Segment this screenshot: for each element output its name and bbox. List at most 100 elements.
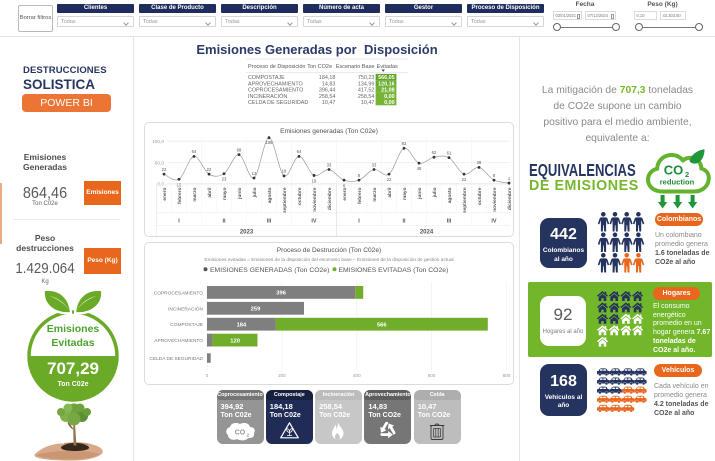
svg-text:108: 108	[266, 140, 274, 145]
svg-text:396,44: 396,44	[319, 88, 336, 94]
svg-text:83: 83	[402, 141, 407, 146]
svg-text:II: II	[402, 219, 406, 225]
svg-text:CELDA DE SEGURIDAD: CELDA DE SEGURIDAD	[149, 356, 203, 362]
svg-text:258,54: 258,54	[358, 94, 375, 100]
svg-text:febrero: febrero	[357, 187, 363, 204]
svg-text:417,52: 417,52	[358, 88, 375, 94]
svg-text:396: 396	[276, 291, 286, 297]
svg-text:10,47: 10,47	[322, 100, 336, 106]
svg-text:33: 33	[327, 162, 332, 167]
svg-text:22: 22	[207, 167, 212, 172]
svg-text:mayo: mayo	[223, 187, 228, 200]
svg-text:COPROCESAMIENTO: COPROCESAMIENTO	[154, 290, 203, 296]
svg-text:707,29: 707,29	[47, 359, 99, 378]
svg-text:julio: julio	[432, 187, 438, 198]
svg-text:octubre: octubre	[297, 187, 303, 205]
svg-text:566: 566	[377, 322, 387, 328]
svg-text:INCINERACIÓN: INCINERACIÓN	[248, 93, 287, 100]
svg-text:64: 64	[192, 149, 197, 154]
svg-text:III: III	[447, 219, 452, 225]
svg-text:22: 22	[387, 177, 392, 182]
svg-text:II: II	[222, 219, 226, 225]
svg-text:noviembre: noviembre	[312, 187, 318, 212]
svg-text:8: 8	[358, 173, 361, 178]
svg-text:259: 259	[251, 307, 261, 313]
svg-text:I: I	[358, 219, 360, 225]
svg-text:120: 120	[230, 338, 240, 344]
svg-text:enero: enero	[342, 187, 348, 200]
svg-text:61: 61	[447, 150, 452, 155]
svg-text:22: 22	[462, 177, 467, 182]
svg-text:APROVECHAMIENTO: APROVECHAMIENTO	[248, 81, 303, 87]
svg-text:Evitadas: Evitadas	[51, 337, 94, 349]
svg-text:mayo: mayo	[403, 187, 408, 200]
svg-text:COMPOSTAJE: COMPOSTAJE	[170, 322, 203, 328]
svg-text:1: 1	[508, 176, 511, 181]
svg-text:marzo: marzo	[372, 187, 378, 201]
svg-text:2: 2	[246, 433, 249, 438]
svg-text:0: 0	[206, 373, 209, 378]
svg-text:febrero: febrero	[177, 187, 183, 204]
svg-text:septiembre: septiembre	[282, 187, 288, 213]
svg-text:junio: junio	[237, 187, 243, 200]
svg-text:CO: CO	[664, 163, 684, 178]
svg-text:septiembre: septiembre	[462, 187, 468, 213]
svg-text:50,0: 50,0	[155, 160, 165, 166]
svg-text:18: 18	[282, 169, 287, 174]
svg-text:marzo: marzo	[192, 187, 198, 201]
svg-text:0,00: 0,00	[384, 94, 395, 100]
svg-text:8: 8	[493, 173, 496, 178]
svg-text:III: III	[267, 219, 272, 225]
svg-text:48: 48	[417, 166, 422, 171]
svg-text:IV: IV	[491, 219, 497, 225]
svg-text:octubre: octubre	[477, 187, 483, 205]
svg-text:abril: abril	[207, 188, 213, 198]
svg-text:38: 38	[477, 160, 482, 165]
svg-text:enero: enero	[162, 187, 168, 200]
svg-text:reduction: reduction	[660, 178, 695, 187]
svg-text:566,05: 566,05	[378, 75, 395, 81]
svg-text:Evitadas: Evitadas	[377, 64, 398, 70]
svg-text:COPROCESAMIENTO: COPROCESAMIENTO	[248, 88, 303, 94]
svg-text:Emisiones generadas (Ton C02e): Emisiones generadas (Ton C02e)	[280, 128, 378, 135]
svg-text:21,08: 21,08	[381, 88, 395, 94]
svg-text:13: 13	[252, 171, 257, 176]
svg-text:abril: abril	[387, 188, 393, 198]
svg-text:800: 800	[503, 373, 511, 378]
svg-text:0,00: 0,00	[384, 100, 395, 106]
svg-text:68: 68	[237, 148, 242, 153]
svg-text:14,83: 14,83	[322, 81, 336, 87]
svg-text:19: 19	[312, 178, 317, 183]
svg-text:APROVECHAMIENTO: APROVECHAMIENTO	[154, 338, 203, 344]
svg-text:Proceso de Destrucción (Ton C0: Proceso de Destrucción (Ton C02e)	[277, 247, 381, 254]
svg-text:diciembre: diciembre	[507, 187, 513, 210]
svg-text:184: 184	[237, 322, 247, 328]
svg-text:CELDA DE SEGURIDAD: CELDA DE SEGURIDAD	[248, 100, 308, 106]
svg-text:IV: IV	[311, 219, 317, 225]
svg-text:EMISIONES EVITADAS (Ton CO2e): EMISIONES EVITADAS (Ton CO2e)	[339, 267, 449, 274]
svg-text:INCINERACIÓN: INCINERACIÓN	[168, 305, 203, 312]
svg-text:CO: CO	[234, 430, 245, 437]
svg-text:23: 23	[222, 177, 227, 182]
svg-text:62: 62	[432, 150, 437, 155]
svg-text:10,47: 10,47	[361, 100, 375, 106]
svg-text:Escenario Base: Escenario Base	[336, 64, 375, 70]
svg-text:Emisiones evitadas = Emisione: Emisiones evitadas = Emisiones de la dis…	[204, 257, 453, 263]
svg-text:COMPOSTAJE: COMPOSTAJE	[248, 75, 285, 81]
svg-text:64: 64	[297, 149, 302, 154]
svg-text:258,54: 258,54	[319, 94, 336, 100]
svg-text:agosto: agosto	[447, 187, 453, 203]
svg-text:Emisiones: Emisiones	[47, 323, 100, 335]
svg-text:120,16: 120,16	[378, 81, 395, 87]
svg-text:EMISIONES GENERADAS (Ton CO2e): EMISIONES GENERADAS (Ton CO2e)	[210, 267, 329, 274]
svg-text:I: I	[178, 219, 180, 225]
svg-text:600: 600	[428, 373, 436, 378]
svg-text:400: 400	[353, 373, 361, 378]
svg-text:8: 8	[343, 183, 346, 188]
svg-text:diciembre: diciembre	[327, 187, 333, 210]
svg-text:noviembre: noviembre	[492, 187, 498, 212]
svg-text:junio: junio	[417, 187, 423, 200]
svg-text:Proceso de Disposición: Proceso de Disposición	[248, 64, 305, 70]
svg-text:750,23: 750,23	[358, 75, 375, 81]
svg-text:100,0: 100,0	[152, 139, 164, 145]
